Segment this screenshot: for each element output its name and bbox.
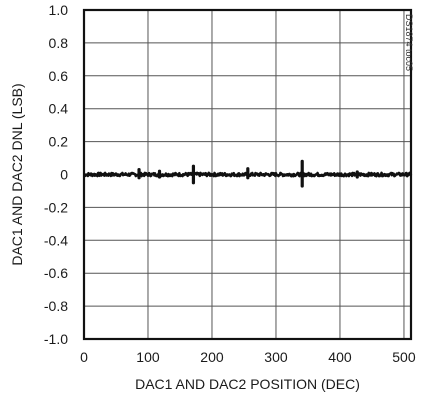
- x-tick-label: 200: [200, 349, 224, 365]
- dnl-series: [83, 159, 413, 188]
- y-tick-label: -0.8: [44, 298, 68, 314]
- y-tick-label: -0.4: [44, 232, 68, 248]
- x-axis-label: DAC1 AND DAC2 POSITION (DEC): [135, 376, 360, 392]
- y-tick-label: -1.0: [44, 331, 68, 347]
- x-tick-label: 300: [264, 349, 288, 365]
- y-tick-label: 0.2: [49, 134, 69, 150]
- y-tick-label: 0.8: [49, 35, 69, 51]
- y-tick-label: 0.6: [49, 68, 69, 84]
- plot-frame: [82, 8, 413, 341]
- y-axis-ticks: 1.0 0.8 0.6 0.4 0.2 0 -0.2 -0.4 -0.6 -0.8 -1.0: [44, 2, 68, 347]
- y-tick-label: -0.6: [44, 265, 68, 281]
- figure-code: DS1874 toc05: [404, 14, 414, 71]
- x-tick-label: 500: [392, 349, 416, 365]
- y-tick-label: 1.0: [49, 2, 69, 18]
- y-tick-label: -0.2: [44, 199, 68, 215]
- y-tick-label: 0: [60, 167, 68, 183]
- x-tick-label: 0: [80, 349, 88, 365]
- x-axis-ticks: 0 100 200 300 400 500: [80, 349, 416, 365]
- y-axis-label: DAC1 AND DAC2 DNL (LSB): [9, 83, 25, 265]
- x-tick-label: 100: [136, 349, 160, 365]
- x-tick-label: 400: [328, 349, 352, 365]
- y-tick-label: 0.4: [49, 101, 69, 117]
